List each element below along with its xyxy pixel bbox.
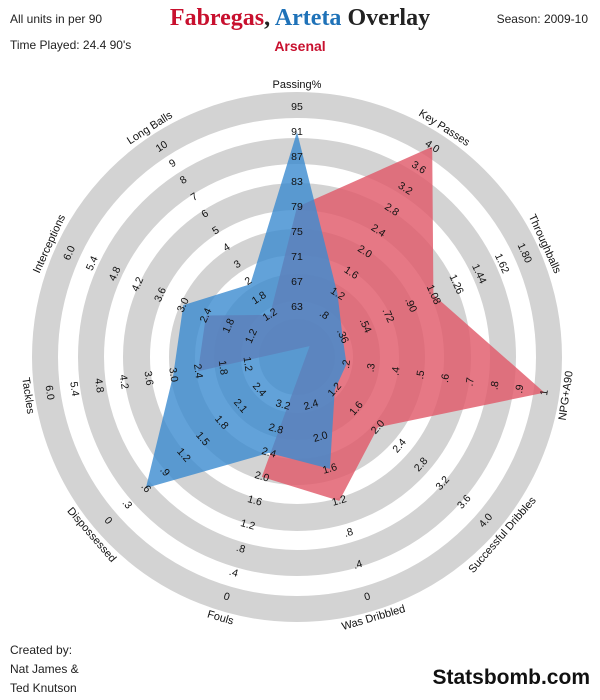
tick-label: .8	[343, 526, 355, 540]
tick-label: .72	[380, 306, 397, 324]
title-separator: ,	[264, 5, 275, 31]
tick-label: .2	[340, 359, 353, 370]
title-fabregas: Fabregas	[169, 5, 265, 31]
tick-label: .7	[464, 377, 477, 388]
fabregas-polygon	[198, 146, 545, 501]
tick-label: 4	[221, 241, 233, 254]
tick-label: 87	[291, 151, 303, 163]
units-note: All units in per 90	[10, 12, 103, 26]
tick-label: 1.2	[243, 327, 260, 345]
tick-label: 2.0	[312, 429, 330, 445]
tick-label: 2.4	[260, 445, 278, 461]
tick-label: .54	[357, 317, 374, 335]
tick-label: 3.6	[142, 370, 156, 386]
tick-label: .4	[389, 366, 402, 377]
chart-title: Fabregas, Arteta Overlay	[0, 5, 600, 32]
tick-label: 67	[291, 276, 303, 288]
tick-label: 9	[167, 157, 179, 170]
tick-label: 2	[243, 275, 255, 288]
tick-labels: 636771757983879195.81.21.62.02.42.83.23.…	[43, 101, 551, 604]
tick-label: .4	[228, 566, 240, 580]
tick-label: 3.2	[274, 397, 292, 413]
tick-label: 1.6	[246, 493, 264, 509]
season-label: Season: 2009-10	[496, 12, 588, 26]
tick-label: 2.4	[198, 306, 215, 324]
tick-label: 6.0	[43, 385, 57, 401]
tick-label: 63	[291, 301, 303, 313]
tick-label: .8	[488, 380, 501, 391]
tick-label: 95	[291, 101, 303, 113]
tick-label: 6.0	[61, 244, 78, 262]
tick-label: .5	[414, 369, 427, 380]
tick-label: 1.8	[220, 317, 237, 335]
tick-label: 2.0	[253, 469, 271, 485]
tick-label: 2.4	[302, 397, 320, 413]
title-overlay: Overlay	[341, 5, 431, 31]
tick-label: 75	[291, 226, 303, 238]
tick-label: 3	[232, 258, 244, 271]
credit-block: Created by: Nat James & Ted Knutson	[10, 641, 79, 698]
tick-label: 7	[189, 190, 201, 203]
tick-label: 4.2	[129, 275, 146, 293]
tick-label: 6	[199, 207, 211, 220]
chart-subtitle: Arsenal	[274, 38, 326, 54]
tick-label: .4	[352, 558, 364, 572]
brand-logo-text: Statsbomb.com	[432, 666, 590, 689]
tick-label: 1.8	[216, 360, 230, 376]
tick-label: 3.6	[152, 285, 169, 303]
tick-label: 83	[291, 176, 303, 188]
credit-line: Created by:	[10, 643, 73, 657]
tick-label: 0	[222, 590, 231, 603]
tick-label: 5	[210, 224, 222, 237]
tick-label: 91	[291, 126, 303, 138]
tick-label: 8	[178, 174, 190, 187]
time-played: Time Played: 24.4 90's	[10, 38, 132, 52]
tick-label: 71	[291, 251, 303, 263]
tick-label: 4.8	[107, 265, 124, 283]
title-arteta: Arteta	[274, 5, 342, 31]
tick-label: 3.0	[166, 367, 180, 383]
tick-label: .3	[365, 362, 378, 373]
radar-ring	[32, 92, 562, 622]
arteta-polygon	[145, 132, 347, 488]
tick-label: 1.2	[241, 356, 255, 372]
tick-label: 79	[291, 201, 303, 213]
tick-label: 0	[363, 590, 372, 603]
tick-label: 5.4	[67, 381, 81, 397]
tick-label: 1	[538, 389, 551, 397]
tick-label: 10	[154, 138, 170, 154]
credit-line: Nat James &	[10, 662, 79, 676]
tick-label: .6	[439, 373, 452, 384]
tick-label: 1.6	[321, 461, 339, 477]
tick-label: 5.4	[84, 254, 101, 272]
tick-label: 4.2	[117, 374, 131, 390]
credit-line: Ted Knutson	[10, 681, 77, 695]
tick-label: .8	[235, 542, 247, 556]
tick-label: 4.8	[92, 377, 106, 393]
tick-label: .90	[402, 296, 419, 314]
axis-label: Passing%	[273, 79, 322, 91]
tick-label: 2.8	[267, 421, 285, 437]
tick-label: 1.2	[239, 517, 257, 533]
tick-label: .36	[334, 327, 351, 345]
tick-label: 2.4	[191, 363, 205, 379]
axis-label: Tackles	[19, 377, 36, 416]
tick-label: 3.0	[175, 296, 192, 314]
tick-label: .9	[513, 384, 526, 395]
tick-label: 1.2	[331, 493, 349, 509]
